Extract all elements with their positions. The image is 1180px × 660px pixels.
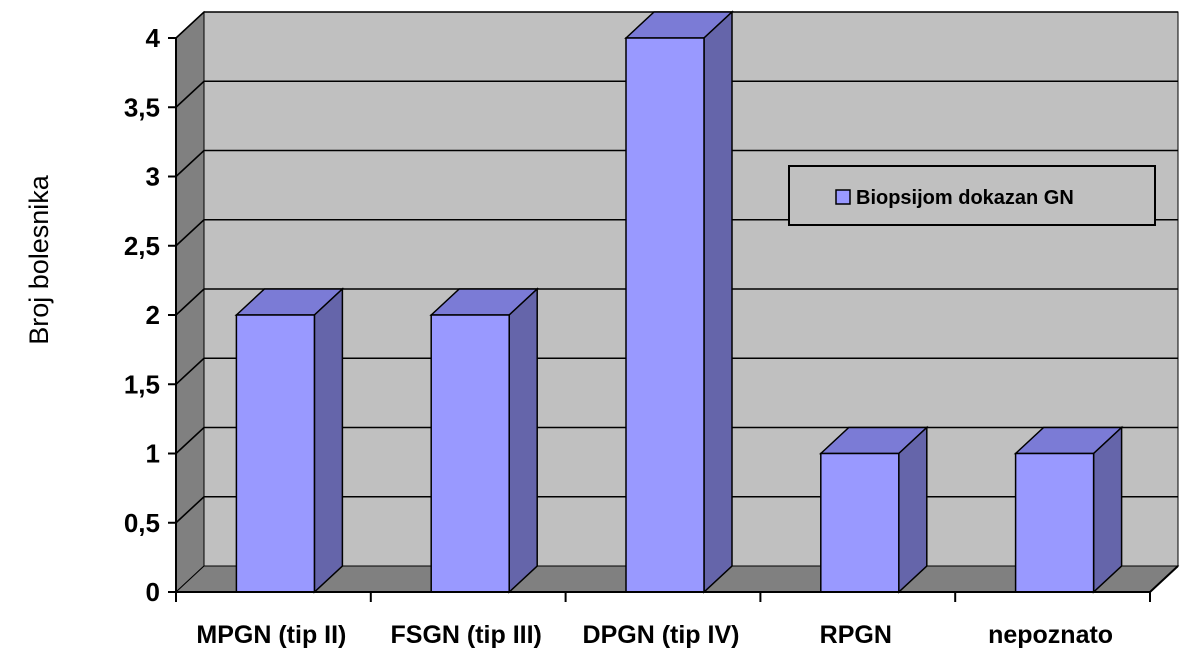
bar-front xyxy=(820,452,900,593)
gridline xyxy=(175,288,1178,316)
bar xyxy=(429,287,540,594)
x-tick-label: nepoznato xyxy=(988,621,1113,649)
bar-front xyxy=(1014,452,1095,593)
y-tick-label: 0 xyxy=(146,577,160,607)
y-tick-label: 3 xyxy=(146,162,160,192)
bar-front xyxy=(430,314,510,593)
legend: Biopsijom dokazan GN xyxy=(788,165,1156,226)
x-tick-label: FSGN (tip III) xyxy=(391,621,542,649)
legend-swatch xyxy=(835,189,851,205)
y-tick-label: 4 xyxy=(146,23,161,53)
bar xyxy=(234,287,345,594)
y-tick-label: 2 xyxy=(146,300,160,330)
x-tick-label: MPGN (tip II) xyxy=(196,621,346,649)
bars xyxy=(234,10,1124,594)
x-tick-labels: MPGN (tip II) FSGN (tip III) DPGN (tip IV)… xyxy=(196,621,1113,649)
gridline xyxy=(175,149,1178,178)
bar xyxy=(818,425,929,594)
gridline xyxy=(175,357,1178,385)
bar-side xyxy=(898,425,928,594)
y-tick-label: 1,5 xyxy=(124,369,160,399)
x-tick-label: DPGN (tip IV) xyxy=(583,621,740,649)
gridlines xyxy=(175,11,1178,524)
y-tick-label: 2,5 xyxy=(124,231,160,261)
bar-side xyxy=(1092,425,1123,594)
axes xyxy=(168,37,1179,602)
bar xyxy=(1013,425,1124,594)
x-axis-end xyxy=(1149,565,1179,593)
y-tick-label: 3,5 xyxy=(124,92,160,122)
y-axis-label: Broj bolesnika xyxy=(24,174,54,345)
gridline xyxy=(175,11,1178,39)
gridline xyxy=(175,80,1178,108)
bar xyxy=(624,10,734,594)
x-tick-label: RPGN xyxy=(820,621,892,649)
bar-front xyxy=(625,37,705,593)
legend-entry-label: Biopsijom dokazan GN xyxy=(856,187,1074,209)
y-tick-labels: 0 0,5 1 1,5 2 2,5 3 3,5 4 xyxy=(124,23,161,607)
bar-side xyxy=(508,287,538,594)
y-tick-label: 1 xyxy=(146,439,160,469)
bar-side xyxy=(313,287,344,594)
y-tick-label: 0,5 xyxy=(124,508,160,538)
bar-front xyxy=(235,314,316,593)
bar-side xyxy=(703,10,733,594)
